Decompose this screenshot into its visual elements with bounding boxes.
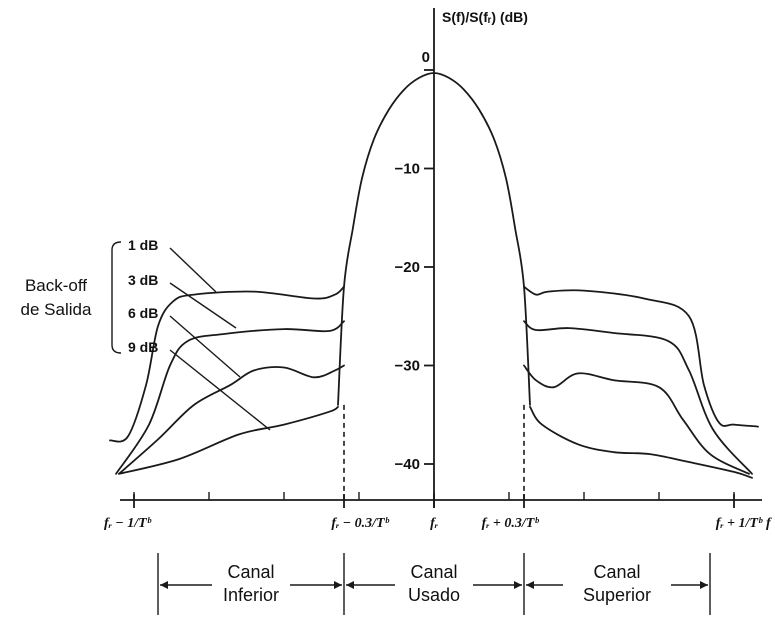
- series-2-upper-curve: [523, 364, 750, 475]
- x-tick-label-1: fᵣ − 0.3/Tᵇ: [331, 516, 389, 531]
- series-2-lower-curve: [118, 364, 345, 475]
- backoff-label-2: 6 dB: [128, 305, 158, 321]
- y-tick-label-4: −40: [395, 456, 420, 473]
- y-tick-label-2: −20: [395, 259, 420, 276]
- backoff-label-3: 9 dB: [128, 339, 158, 355]
- y-axis-title: S(f)/S(fᵣ) (dB): [442, 9, 528, 25]
- x-tick-label-0: fᵣ − 1/Tᵇ: [104, 516, 152, 531]
- series-1-upper-curve: [523, 320, 753, 475]
- x-tick-label-4: fᵣ + 1/Tᵇ: [716, 516, 763, 531]
- backoff-bracket-arc: [111, 241, 122, 354]
- x-tick-label-2: fᵣ: [430, 516, 439, 531]
- channel-label-0-line2: Inferior: [223, 585, 279, 605]
- y-tick-label-0: 0: [422, 49, 430, 66]
- channel-arrow-left-1: [346, 581, 354, 589]
- x-tick-label-3: fᵣ + 0.3/Tᵇ: [482, 516, 540, 531]
- channel-label-1-line1: Canal: [410, 562, 457, 582]
- y-tick-label-3: −30: [395, 358, 420, 375]
- backoff-leader-3: [169, 349, 271, 431]
- channel-arrow-right-2: [700, 581, 708, 589]
- x-axis-title: f: [766, 516, 772, 531]
- axes-layer: S(f)/S(fᵣ) (dB) f 0 −10 −20 −30 −40 fᵣ − 1/Tᵇ fᵣ…: [104, 8, 772, 531]
- channel-label-1-line2: Usado: [408, 585, 460, 605]
- series-3-lower-curve: [118, 406, 339, 475]
- annotation-layer: Back-off de Salida 1 dB 3 dB 6 dB 9 dB Canal In…: [21, 237, 711, 615]
- backoff-label-1: 3 dB: [128, 272, 158, 288]
- main-lobe-curve: [337, 72, 531, 406]
- backoff-leader-1: [169, 282, 237, 329]
- channel-label-2-line2: Superior: [583, 585, 651, 605]
- channel-arrow-left-0: [160, 581, 168, 589]
- curves-layer: [109, 72, 759, 479]
- series-3-upper-curve: [529, 406, 753, 479]
- channel-label-0-line1: Canal: [227, 562, 274, 582]
- backoff-label-line1: Back-off: [25, 276, 87, 295]
- y-tick-label-1: −10: [395, 161, 420, 178]
- channel-arrow-right-0: [334, 581, 342, 589]
- channel-label-2-line1: Canal: [593, 562, 640, 582]
- channel-arrow-right-1: [514, 581, 522, 589]
- series-1-lower-curve: [115, 320, 345, 475]
- backoff-label-0: 1 dB: [128, 237, 158, 253]
- series-0-upper-curve: [523, 285, 759, 428]
- backoff-leader-2: [169, 315, 241, 378]
- backoff-leader-0: [169, 247, 217, 293]
- series-0-lower-curve: [109, 285, 345, 443]
- channel-arrow-left-2: [526, 581, 534, 589]
- backoff-label-line2: de Salida: [21, 300, 92, 319]
